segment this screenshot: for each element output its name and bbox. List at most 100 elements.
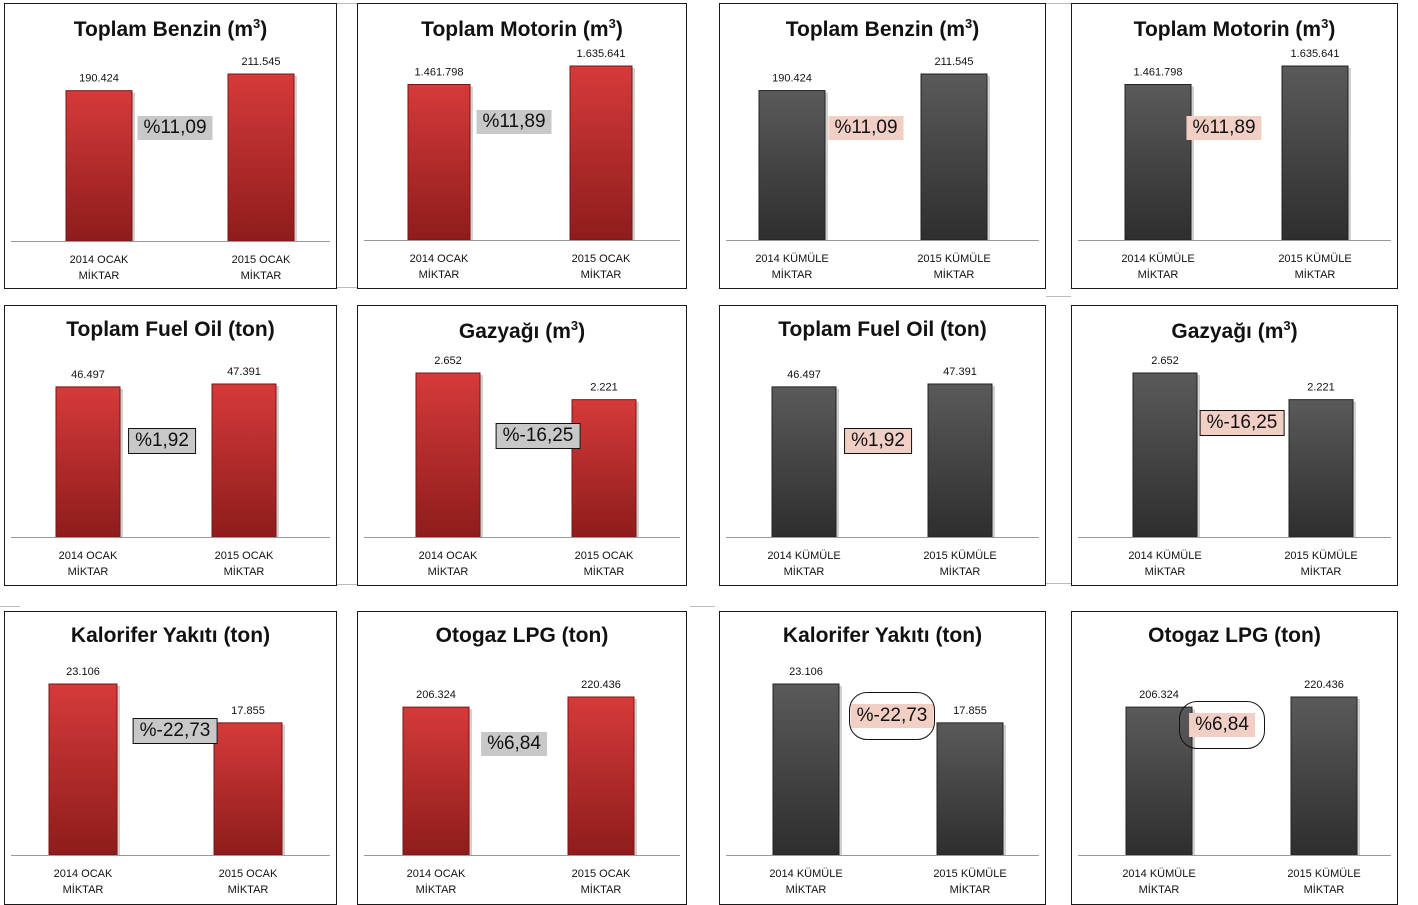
chart-title: Toplam Fuel Oil (ton)	[778, 318, 987, 341]
chart-panel: Kalorifer Yakıtı (ton) 23.106 2014 OCAK MİK…	[4, 611, 337, 905]
bar-value-label: 206.324	[416, 689, 456, 701]
category-label: 2015 KÜMÜLE	[923, 550, 996, 562]
category-label: 2014 KÜMÜLE	[1128, 550, 1201, 562]
category-label: MİKTAR	[784, 565, 825, 578]
category-label: 2015 OCAK	[219, 868, 278, 880]
bar-value-label: 206.324	[1139, 689, 1179, 701]
bar	[1124, 83, 1192, 241]
category-label: MİKTAR	[428, 565, 469, 578]
bar-value-label: 2.652	[1151, 355, 1179, 367]
category-label: MİKTAR	[1301, 565, 1342, 578]
percent-change-label: %11,09	[828, 116, 904, 140]
bar-value-label: 2.221	[590, 382, 618, 394]
bar	[567, 696, 635, 856]
bar-value-label: 46.497	[787, 369, 821, 381]
bar	[1132, 372, 1198, 538]
percent-change-label: %-16,25	[495, 423, 581, 449]
bar-value-label: 1.635.641	[577, 48, 626, 60]
bar	[1290, 696, 1358, 856]
category-label: MİKTAR	[1139, 883, 1180, 896]
percent-change-label: %11,09	[137, 116, 213, 140]
category-label: 2015 OCAK	[572, 868, 631, 880]
percent-change-label: %6,84	[481, 732, 547, 756]
percent-change-label: %-22,73	[132, 718, 218, 744]
bar	[927, 383, 993, 538]
bar-value-label: 47.391	[943, 366, 977, 378]
percent-change-label: %1,92	[128, 428, 196, 454]
chart-panel: Kalorifer Yakıtı (ton) 23.106 2014 KÜMÜLE M…	[719, 611, 1046, 905]
category-label: 2014 KÜMÜLE	[755, 253, 828, 265]
bar	[569, 65, 633, 241]
category-label: MİKTAR	[940, 565, 981, 578]
highlight-ring	[1179, 701, 1265, 749]
divider-line	[337, 3, 357, 4]
category-label: 2015 KÜMÜLE	[1278, 253, 1351, 265]
chart-panel: Otogaz LPG (ton) 206.324 2014 KÜMÜLE MİKTAR…	[1071, 611, 1398, 905]
chart-panel: Toplam Benzin (m3) 190.424 2014 OCAK MİKTAR…	[4, 3, 337, 289]
chart-title: Toplam Motorin (m3)	[1133, 16, 1336, 41]
category-label: MİKTAR	[228, 883, 269, 896]
category-label: 2015 KÜMÜLE	[1287, 868, 1360, 880]
bar-plot: 23.106 2014 KÜMÜLE MİKTAR 17.855 2015 KÜMÜLE…	[726, 666, 1039, 896]
bar-plot: 190.424 2014 KÜMÜLE MİKTAR 211.545 2015 KÜMÜ…	[726, 56, 1039, 281]
category-label: 2014 OCAK	[410, 253, 469, 265]
category-label: 2014 KÜMÜLE	[769, 868, 842, 880]
category-label: MİKTAR	[419, 268, 460, 281]
bar-plot: 23.106 2014 OCAK MİKTAR 17.855 2015 OCAK MİKT…	[11, 666, 330, 896]
bar	[920, 73, 988, 241]
chart-title: Gazyağı (m3)	[458, 318, 586, 343]
chart-title: Kalorifer Yakıtı (ton)	[782, 624, 983, 647]
bar	[936, 722, 1004, 856]
bar	[415, 372, 481, 538]
bar-value-label: 1.461.798	[415, 66, 464, 78]
chart-title: Otogaz LPG (ton)	[435, 624, 609, 647]
bar-value-label: 211.545	[242, 56, 281, 68]
divider-line	[690, 606, 715, 607]
bar-value-label: 23.106	[66, 666, 100, 678]
category-label: 2014 KÜMÜLE	[1121, 253, 1194, 265]
bar	[1288, 399, 1354, 538]
bar-value-label: 46.497	[71, 369, 105, 381]
bar	[571, 399, 637, 538]
bar-value-label: 23.106	[789, 666, 823, 678]
bar	[213, 722, 283, 856]
chart-panel: Toplam Motorin (m3) 1.461.798 2014 OCAK MİK…	[357, 3, 687, 289]
bar-plot: 46.497 2014 OCAK MİKTAR 47.391 2015 OCAK MİKT…	[11, 366, 330, 578]
percent-change-label: %-16,25	[1199, 410, 1285, 436]
bar-value-label: 220.436	[581, 679, 621, 691]
category-label: 2015 OCAK	[575, 550, 634, 562]
category-label: MİKTAR	[950, 883, 991, 896]
category-label: 2014 OCAK	[54, 868, 113, 880]
category-label: 2015 OCAK	[215, 550, 274, 562]
chart-title: Toplam Benzin (m3)	[73, 16, 268, 41]
bar	[48, 683, 118, 856]
divider-line	[337, 287, 357, 288]
chart-panel: Toplam Fuel Oil (ton) 46.497 2014 OCAK MİKT…	[4, 305, 337, 586]
chart-title: Toplam Motorin (m3)	[421, 16, 623, 41]
category-label: MİKTAR	[416, 883, 457, 896]
category-label: MİKTAR	[63, 883, 104, 896]
category-label: MİKTAR	[786, 883, 827, 896]
bar	[772, 683, 840, 856]
bar-value-label: 1.461.798	[1134, 66, 1183, 78]
category-label: 2014 OCAK	[419, 550, 478, 562]
bar	[1281, 65, 1349, 241]
category-label: 2014 KÜMÜLE	[767, 550, 840, 562]
percent-change-label: %6,84	[1189, 713, 1255, 737]
bar-plot: 1.461.798 2014 OCAK MİKTAR 1.635.641 2015 OC…	[364, 48, 680, 281]
bar-plot: 2.652 2014 KÜMÜLE MİKTAR 2.221 2015 KÜMÜLE Mİ…	[1078, 355, 1391, 578]
chart-panel: Otogaz LPG (ton) 206.324 2014 OCAK MİKTAR 22…	[357, 611, 687, 905]
category-label: 2015 OCAK	[572, 253, 631, 265]
category-label: 2014 OCAK	[59, 550, 118, 562]
chart-title: Toplam Benzin (m3)	[785, 16, 980, 41]
chart-title: Toplam Fuel Oil (ton)	[66, 318, 275, 341]
category-label: MİKTAR	[68, 565, 109, 578]
category-label: MİKTAR	[581, 268, 622, 281]
category-label: MİKTAR	[1138, 268, 1179, 281]
bar	[758, 90, 826, 241]
bar	[402, 706, 470, 856]
bar	[407, 83, 471, 241]
divider-line	[1046, 583, 1071, 584]
bar	[211, 383, 277, 538]
category-label: MİKTAR	[934, 268, 975, 281]
